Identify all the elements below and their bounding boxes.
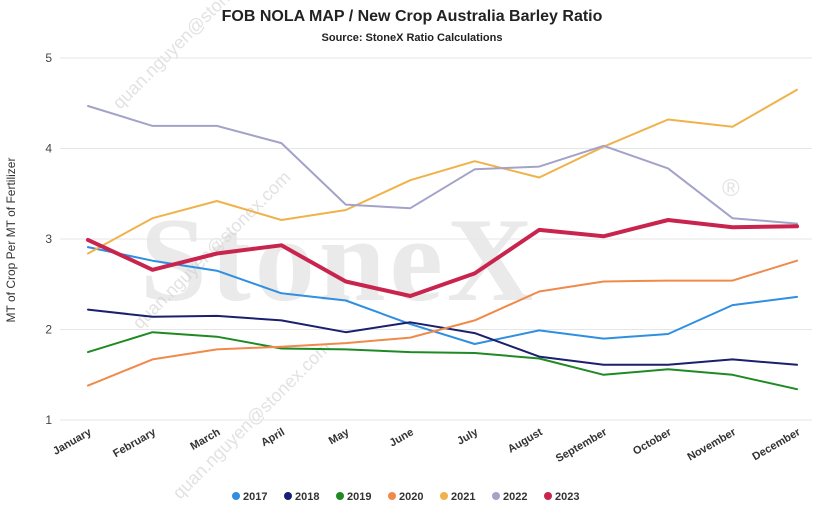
legend-label: 2017 bbox=[243, 491, 267, 503]
legend-label: 2020 bbox=[399, 491, 423, 503]
legend-label: 2021 bbox=[451, 491, 475, 503]
legend-label: 2023 bbox=[555, 491, 579, 503]
legend-item-2021[interactable]: 2021 bbox=[440, 491, 475, 503]
grid bbox=[60, 57, 812, 421]
legend-label: 2022 bbox=[503, 491, 527, 503]
series-line-2017 bbox=[87, 246, 798, 345]
series-line-2018 bbox=[87, 308, 798, 366]
x-tick-label: December bbox=[750, 426, 803, 463]
legend-swatch bbox=[388, 492, 396, 500]
x-tick-label: October bbox=[631, 426, 674, 458]
x-tick-label: July bbox=[455, 426, 481, 448]
series-line-2019 bbox=[87, 331, 798, 391]
legend-label: 2019 bbox=[347, 491, 371, 503]
watermark-brand: StoneX bbox=[140, 193, 537, 326]
y-tick-label: 3 bbox=[45, 232, 52, 246]
x-tick-label: April bbox=[259, 426, 287, 449]
legend-item-2023[interactable]: 2023 bbox=[544, 491, 579, 503]
x-tick-label: May bbox=[327, 426, 352, 448]
y-tick-label: 1 bbox=[45, 413, 52, 427]
legend-label: 2018 bbox=[295, 491, 319, 503]
legend-swatch bbox=[336, 492, 344, 500]
y-tick-label: 4 bbox=[45, 142, 52, 156]
chart-title: FOB NOLA MAP / New Crop Australia Barley… bbox=[222, 8, 603, 25]
x-tick-label: June bbox=[388, 426, 416, 449]
series-line-2023 bbox=[86, 218, 799, 298]
x-tick-label: January bbox=[51, 426, 94, 458]
x-tick-label: September bbox=[554, 426, 610, 465]
x-tick-label: August bbox=[506, 426, 545, 456]
x-tick-label: November bbox=[685, 426, 738, 464]
watermark: StoneX ® quan.nguyen@stonex.com quan.ngu… bbox=[109, 0, 740, 503]
legend-swatch bbox=[440, 492, 448, 500]
series-group bbox=[86, 88, 799, 391]
y-axis-label: MT of Crop Per MT of Fertilizer bbox=[4, 158, 18, 323]
series-line-2022 bbox=[87, 105, 798, 225]
legend-item-2017[interactable]: 2017 bbox=[232, 491, 267, 503]
x-tick-label: February bbox=[111, 426, 159, 460]
legend: 2017 2018 2019 2020 2021 2022 2023 bbox=[232, 491, 579, 503]
y-tick-label: 2 bbox=[45, 323, 52, 337]
legend-item-2020[interactable]: 2020 bbox=[388, 491, 423, 503]
y-axis: 1 2 3 4 5 bbox=[45, 51, 52, 427]
series-line-2021 bbox=[87, 88, 798, 255]
chart-subtitle: Source: StoneX Ratio Calculations bbox=[322, 32, 503, 44]
x-axis: January February March April May June July Augu… bbox=[51, 426, 803, 465]
legend-swatch bbox=[492, 492, 500, 500]
legend-swatch bbox=[284, 492, 292, 500]
watermark-registered: ® bbox=[722, 175, 740, 202]
legend-item-2022[interactable]: 2022 bbox=[492, 491, 527, 503]
y-tick-label: 5 bbox=[45, 51, 52, 65]
series-line-2020 bbox=[87, 259, 798, 387]
legend-item-2019[interactable]: 2019 bbox=[336, 491, 371, 503]
legend-item-2018[interactable]: 2018 bbox=[284, 491, 319, 503]
legend-swatch bbox=[544, 492, 552, 500]
legend-swatch bbox=[232, 492, 240, 500]
